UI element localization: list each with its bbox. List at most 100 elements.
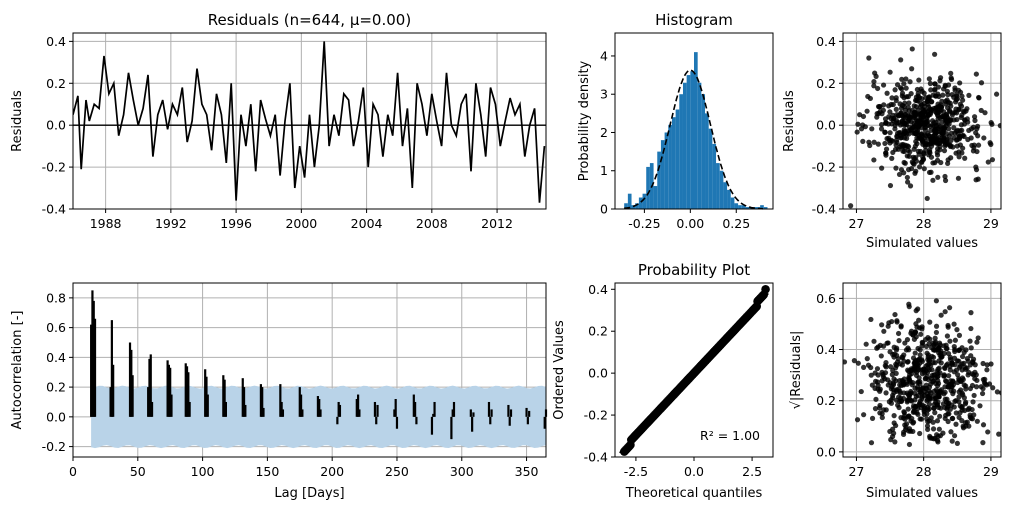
scatter-point bbox=[886, 320, 892, 326]
scatter-point bbox=[893, 361, 899, 367]
scatter-point bbox=[843, 359, 848, 365]
scatter-point bbox=[873, 396, 879, 402]
scatter-point bbox=[968, 415, 974, 422]
scatter-point bbox=[917, 148, 924, 155]
scatter-point bbox=[948, 70, 954, 76]
acf-xlabel: Lag [Days] bbox=[274, 486, 344, 501]
scatter-point bbox=[855, 121, 861, 127]
scatter-point bbox=[912, 143, 918, 149]
scatter-point bbox=[971, 114, 978, 120]
scatter-point bbox=[974, 418, 980, 424]
scatter-point bbox=[1001, 101, 1006, 106]
scatter-point bbox=[935, 129, 941, 135]
scatter-point bbox=[903, 85, 909, 91]
scatter-point bbox=[963, 399, 969, 405]
scatter-point bbox=[985, 429, 991, 435]
scatter-point bbox=[946, 373, 952, 379]
probability-plot-ylabel: Ordered Values bbox=[552, 320, 567, 420]
scatter-point bbox=[948, 142, 954, 149]
scatter-point bbox=[961, 121, 968, 127]
scatter-point bbox=[973, 130, 979, 136]
scatter-point bbox=[932, 347, 939, 353]
scatter-point bbox=[941, 372, 947, 378]
histogram-bar bbox=[738, 205, 742, 209]
scatter-point bbox=[872, 385, 878, 391]
histogram-bar bbox=[646, 166, 650, 209]
scatter-point bbox=[930, 354, 937, 361]
scatter-point bbox=[968, 310, 974, 316]
scatter-point bbox=[942, 309, 948, 315]
scatter-point bbox=[963, 347, 969, 353]
scatter-point bbox=[917, 430, 923, 437]
histogram-bar bbox=[664, 132, 669, 209]
scatter-point bbox=[897, 101, 903, 107]
scatter-point bbox=[947, 354, 953, 360]
y-tick-label: 0.2 bbox=[816, 393, 836, 408]
scatter-point bbox=[975, 335, 981, 341]
y-tick-label: -0.2 bbox=[42, 439, 66, 454]
r-squared-annotation: R² = 1.00 bbox=[700, 428, 760, 443]
scatter-point bbox=[948, 137, 954, 143]
y-tick-label: 0.4 bbox=[46, 34, 66, 49]
scatter-point bbox=[953, 150, 959, 156]
scatter-point bbox=[968, 325, 974, 332]
scatter-point bbox=[918, 100, 924, 106]
scatter-point bbox=[1001, 419, 1006, 424]
scatter-point bbox=[922, 107, 928, 113]
histogram-bar bbox=[668, 124, 672, 209]
x-tick-label: 300 bbox=[450, 464, 474, 479]
scatter-point bbox=[868, 316, 874, 323]
scatter-point bbox=[899, 362, 905, 368]
scatter-point bbox=[883, 150, 889, 156]
scatter-point bbox=[898, 324, 904, 330]
x-tick-label: 2000 bbox=[285, 216, 317, 231]
scatter-point bbox=[926, 401, 933, 407]
scatter-point bbox=[955, 372, 961, 378]
scatter-point bbox=[918, 416, 925, 422]
scatter-point bbox=[941, 126, 948, 132]
scatter-point bbox=[937, 143, 943, 149]
scatter-point bbox=[933, 323, 940, 329]
scatter-point bbox=[954, 116, 960, 123]
scatter-point bbox=[877, 109, 883, 115]
x-tick-label: 2012 bbox=[481, 216, 513, 231]
scatter-point bbox=[948, 130, 955, 136]
scatter-point bbox=[888, 437, 894, 443]
scatter-point bbox=[933, 395, 939, 401]
scatter-point bbox=[864, 356, 870, 362]
scatter-point bbox=[935, 391, 941, 397]
scatter-point bbox=[857, 112, 863, 118]
scatter-point bbox=[953, 367, 960, 373]
scatter-point bbox=[911, 103, 917, 109]
scatter-point bbox=[906, 441, 913, 448]
scatter-point bbox=[914, 97, 920, 103]
scatter-point bbox=[976, 95, 982, 101]
scale-location-ylabel: √|Residuals| bbox=[789, 331, 804, 410]
scatter-point bbox=[858, 126, 865, 132]
scatter-point bbox=[901, 390, 907, 396]
scatter-point bbox=[951, 388, 957, 394]
y-tick-label: 0.2 bbox=[46, 76, 66, 91]
histogram-bar bbox=[701, 94, 706, 209]
scatter-point bbox=[878, 126, 885, 132]
scatter-point bbox=[932, 410, 938, 416]
x-tick-label: 0.00 bbox=[676, 216, 704, 231]
scatter-point bbox=[903, 122, 910, 128]
probability-plot-panel: -2.5 0.0 2.5 -0.4 -0.2 0.0 0.2 0.4 Probability P… bbox=[552, 261, 774, 501]
scatter-point bbox=[924, 416, 930, 422]
scatter-point bbox=[900, 395, 907, 402]
histogram-bar bbox=[760, 205, 764, 209]
scatter-point bbox=[980, 422, 987, 428]
x-tick-label: 350 bbox=[515, 464, 539, 479]
x-tick-label: 27 bbox=[848, 464, 864, 479]
scatter-point bbox=[875, 372, 881, 378]
x-tick-label: 2004 bbox=[351, 216, 383, 231]
residual-scatter-panel: 27 28 29 -0.4 -0.2 0.0 0.2 0.4 Simulated values R… bbox=[782, 32, 1006, 251]
scatter-point bbox=[964, 355, 970, 362]
scatter-point bbox=[883, 390, 889, 396]
scatter-point bbox=[912, 126, 918, 132]
scatter-point bbox=[882, 140, 888, 147]
scatter-point bbox=[932, 81, 938, 87]
scatter-point bbox=[891, 354, 897, 360]
